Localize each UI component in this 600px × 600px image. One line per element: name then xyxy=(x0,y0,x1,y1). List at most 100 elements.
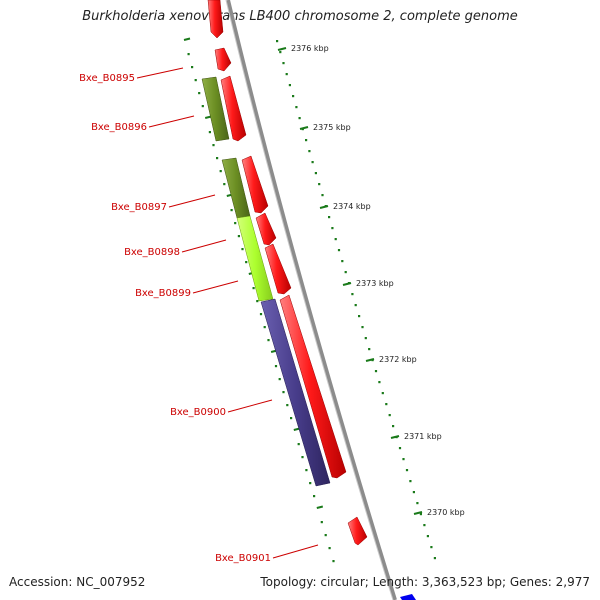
gene-arrow[interactable] xyxy=(255,212,277,246)
gene-label[interactable]: Bxe_B0896 xyxy=(91,122,147,133)
gene-arrow[interactable] xyxy=(347,516,368,546)
next-feature-arrow[interactable] xyxy=(400,594,416,600)
scale-minor-tick xyxy=(405,469,409,472)
inner-minor-tick xyxy=(201,105,204,108)
feature-track xyxy=(201,76,331,487)
inner-minor-tick xyxy=(259,313,263,316)
scale-minor-tick xyxy=(364,337,367,340)
inner-minor-tick xyxy=(194,79,197,82)
inner-minor-tick xyxy=(305,469,308,472)
inner-minor-tick xyxy=(241,248,244,251)
scale-minor-tick xyxy=(298,117,301,120)
inner-minor-tick xyxy=(286,404,289,407)
scale-minor-tick xyxy=(305,139,308,142)
scale-major-tick xyxy=(299,126,309,130)
inner-minor-tick xyxy=(263,326,266,329)
gene-label-leader xyxy=(272,544,319,559)
inner-major-tick xyxy=(183,37,191,41)
scale-minor-tick xyxy=(368,348,371,351)
scale-label: 2370 kbp xyxy=(427,508,465,517)
scale-minor-tick xyxy=(358,315,361,318)
inner-minor-tick xyxy=(290,417,293,420)
scale-minor-tick xyxy=(419,513,422,516)
scale-major-tick xyxy=(365,358,375,362)
inner-minor-tick xyxy=(223,183,226,186)
scale-minor-tick xyxy=(334,238,337,241)
scale-minor-tick xyxy=(314,172,317,175)
inner-minor-tick xyxy=(212,144,215,147)
scale-minor-tick xyxy=(292,95,295,98)
feature-bar-purple[interactable] xyxy=(260,298,331,487)
gene-label[interactable]: Bxe_B0895 xyxy=(79,73,135,84)
scale-label: 2376 kbp xyxy=(291,44,329,53)
scale-minor-tick xyxy=(409,480,412,483)
gene-label-leader xyxy=(148,115,195,128)
scale-minor-tick xyxy=(311,161,314,164)
inner-major-tick xyxy=(204,115,212,119)
map-title: Burkholderia xenovorans LB400 chromosome… xyxy=(82,9,518,24)
scale-minor-tick xyxy=(392,425,395,428)
gene-arrow[interactable] xyxy=(207,0,224,39)
inner-minor-tick xyxy=(256,300,259,303)
scale-minor-tick xyxy=(423,524,426,527)
scale-minor-tick xyxy=(430,546,433,549)
scale-major-tick xyxy=(390,435,400,439)
scale-major-tick xyxy=(277,47,287,51)
scale-minor-tick xyxy=(337,249,341,252)
gene-arrow[interactable] xyxy=(279,294,347,479)
scale-minor-tick xyxy=(344,271,347,274)
scale-minor-tick xyxy=(433,557,436,560)
scale-minor-tick xyxy=(416,502,419,505)
gene-arrow[interactable] xyxy=(264,243,292,295)
gene-arrow[interactable] xyxy=(220,75,247,142)
inner-minor-tick xyxy=(234,222,237,225)
forward-gene-track xyxy=(207,0,368,546)
scale-minor-tick xyxy=(381,392,384,395)
inner-minor-tick xyxy=(278,378,281,381)
backbone-highlight xyxy=(225,0,394,600)
accession-text: Accession: NC_007952 xyxy=(9,575,145,589)
inner-minor-tick xyxy=(301,456,304,459)
scale-minor-tick xyxy=(282,62,285,65)
gene-label-leader xyxy=(168,194,216,208)
inner-minor-tick xyxy=(332,560,335,563)
inner-minor-tick xyxy=(328,547,331,550)
scale-label: 2374 kbp xyxy=(333,202,371,211)
inner-minor-tick xyxy=(274,365,278,368)
inner-minor-tick xyxy=(216,157,219,160)
gene-label[interactable]: Bxe_B0897 xyxy=(111,202,167,213)
scale-minor-tick xyxy=(412,491,415,494)
scale-minor-tick xyxy=(378,381,381,384)
inner-minor-tick xyxy=(237,235,240,238)
gene-label[interactable]: Bxe_B0901 xyxy=(215,553,271,564)
inner-minor-tick xyxy=(267,339,270,342)
scale-minor-tick xyxy=(351,293,354,296)
scale-minor-tick xyxy=(321,194,324,197)
scale-minor-tick xyxy=(402,458,405,461)
gene-label-layer: Bxe_B0895 Bxe_B0896 Bxe_B0897 Bxe_B0898 Bxe_… xyxy=(79,67,319,564)
inner-minor-tick xyxy=(324,534,327,537)
feature-bar-olive[interactable] xyxy=(201,76,230,142)
inner-minor-tick xyxy=(320,521,323,524)
scale-minor-tick xyxy=(279,51,282,54)
scale-label-layer: 2376 kbp 2375 kbp 2374 kbp 2373 kbp 2372 kbp… xyxy=(277,44,465,517)
scale-minor-tick xyxy=(328,216,331,219)
accession-value: NC_007952 xyxy=(76,575,146,589)
feature-bar-lime[interactable] xyxy=(236,215,274,302)
gene-arrow[interactable] xyxy=(241,155,269,214)
gene-label-leader xyxy=(136,67,184,79)
inner-minor-tick xyxy=(309,482,312,485)
scale-minor-tick xyxy=(318,183,321,186)
gene-label-leader xyxy=(192,280,239,294)
backbone-line xyxy=(226,0,397,600)
scale-tick-track xyxy=(276,40,436,560)
inner-minor-tick xyxy=(297,443,300,446)
gene-label[interactable]: Bxe_B0899 xyxy=(135,288,191,299)
inner-minor-tick xyxy=(198,92,201,95)
accession-label: Accession: xyxy=(9,575,73,589)
inner-major-tick xyxy=(316,505,324,509)
gene-label[interactable]: Bxe_B0898 xyxy=(124,247,180,258)
gene-label[interactable]: Bxe_B0900 xyxy=(170,407,226,418)
gene-arrow[interactable] xyxy=(214,47,232,72)
